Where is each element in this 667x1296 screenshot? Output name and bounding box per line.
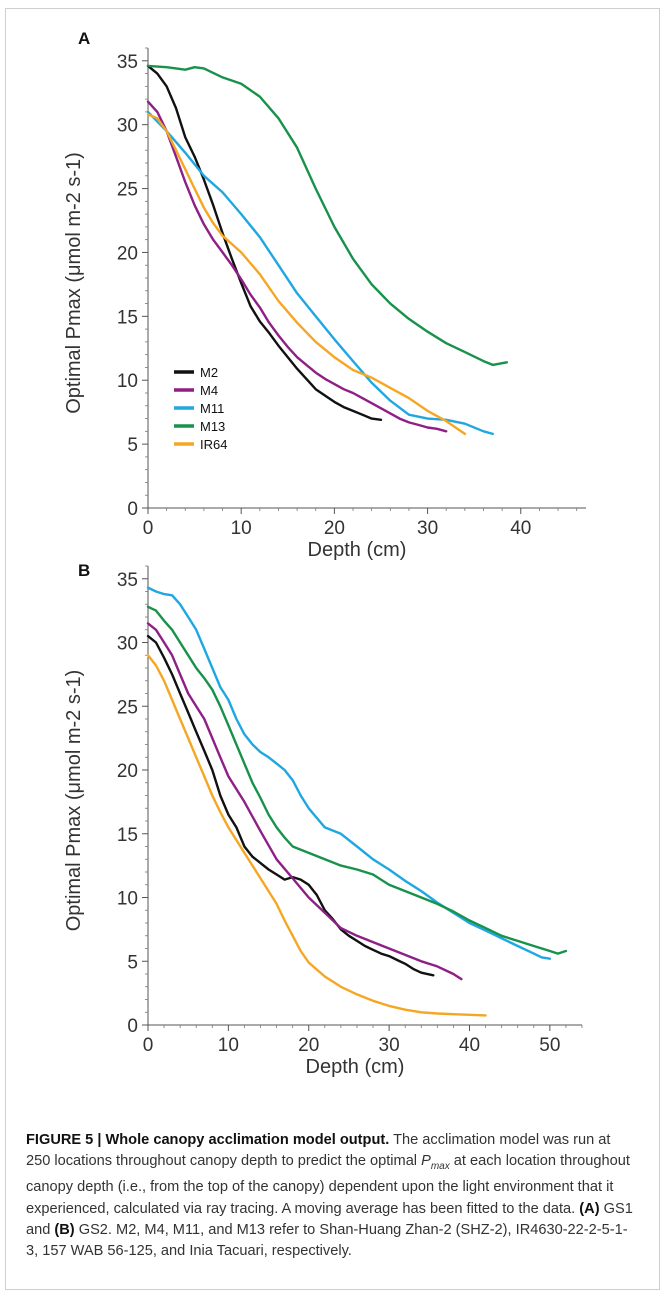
caption-pmax: Pmax xyxy=(421,1153,450,1173)
x-tick-label: 10 xyxy=(231,518,252,539)
series-line-m11 xyxy=(146,586,552,960)
panel-a: A 0 5 10 15 20 25 30 35 0 10 20 30 40 Depth (cm) Optima… xyxy=(63,29,586,561)
legend-label: M13 xyxy=(200,419,225,434)
series-line-m13 xyxy=(146,605,568,955)
caption-label-a: (A) xyxy=(579,1200,600,1217)
y-tick-label: 25 xyxy=(117,180,138,201)
y-tick-label: 15 xyxy=(117,307,138,328)
x-tick-label: 20 xyxy=(324,518,345,539)
y-tick-label: 5 xyxy=(127,952,138,973)
y-tick-label: 20 xyxy=(117,761,138,782)
x-axis-label: Depth (cm) xyxy=(308,539,407,561)
y-tick-label: 35 xyxy=(117,570,138,591)
caption-label-b: (B) xyxy=(54,1221,75,1238)
series-line-ir64 xyxy=(146,113,467,436)
x-tick-label: 30 xyxy=(417,518,438,539)
legend-label: M11 xyxy=(200,401,224,416)
series-line-m4 xyxy=(146,622,463,981)
y-tick-label: 10 xyxy=(117,371,138,392)
x-tick-label: 30 xyxy=(379,1035,400,1056)
caption-text-3: GS1 and xyxy=(26,1200,633,1238)
series-line-m4 xyxy=(146,100,448,433)
y-tick-label: 35 xyxy=(117,52,138,73)
x-tick-label: 0 xyxy=(143,518,154,539)
x-tick-label: 40 xyxy=(510,518,531,539)
x-tick-label: 40 xyxy=(459,1035,480,1056)
x-tick-label: 50 xyxy=(539,1035,560,1056)
y-tick-label: 5 xyxy=(127,435,138,456)
caption-text-4: GS2. M2, M4, M11, and M13 refer to Shan-… xyxy=(26,1221,628,1259)
series-line-m2 xyxy=(146,634,435,977)
figure-caption: FIGURE 5 | Whole canopy acclimation mode… xyxy=(26,1130,638,1262)
caption-pmax-sub: max xyxy=(430,1161,450,1173)
x-axis-label: Depth (cm) xyxy=(306,1056,405,1078)
y-tick-label: 20 xyxy=(117,243,138,264)
y-tick-label: 25 xyxy=(117,697,138,718)
x-tick-label: 20 xyxy=(298,1035,319,1056)
caption-pmax-main: P xyxy=(421,1153,431,1170)
y-tick-label: 10 xyxy=(117,889,138,910)
panel-label: A xyxy=(78,29,90,48)
legend-label: M4 xyxy=(200,383,218,398)
series-line-m13 xyxy=(146,64,508,367)
y-tick-label: 0 xyxy=(127,499,138,520)
figure-charts: A 0 5 10 15 20 25 30 35 0 10 20 30 40 Depth (cm) Optima… xyxy=(63,29,586,1078)
x-tick-label: 0 xyxy=(143,1035,154,1056)
series-line-ir64 xyxy=(146,654,487,1017)
series-line-m2 xyxy=(146,64,383,421)
caption-text-2: at each location throughout canopy depth… xyxy=(26,1153,630,1217)
y-tick-label: 0 xyxy=(127,1016,138,1037)
legend-label: M2 xyxy=(200,365,218,380)
y-tick-label: 30 xyxy=(117,634,138,655)
panel-label: B xyxy=(78,561,90,580)
y-axis-label: Optimal Pmax (μmol m-2 s-1) xyxy=(63,152,85,414)
x-tick-label: 10 xyxy=(218,1035,239,1056)
y-tick-label: 30 xyxy=(117,116,138,137)
legend-label: IR64 xyxy=(200,437,227,452)
panel-b: B 0 5 10 15 20 25 30 35 0 10 20 30 40 50 Depth (cm) Opti… xyxy=(63,561,583,1078)
caption-text-1: The acclimation model was run at 250 loc… xyxy=(26,1132,611,1170)
y-tick-label: 15 xyxy=(117,825,138,846)
caption-title: FIGURE 5 | Whole canopy acclimation mode… xyxy=(26,1132,390,1148)
y-axis-label: Optimal Pmax (μmol m-2 s-1) xyxy=(63,670,85,932)
